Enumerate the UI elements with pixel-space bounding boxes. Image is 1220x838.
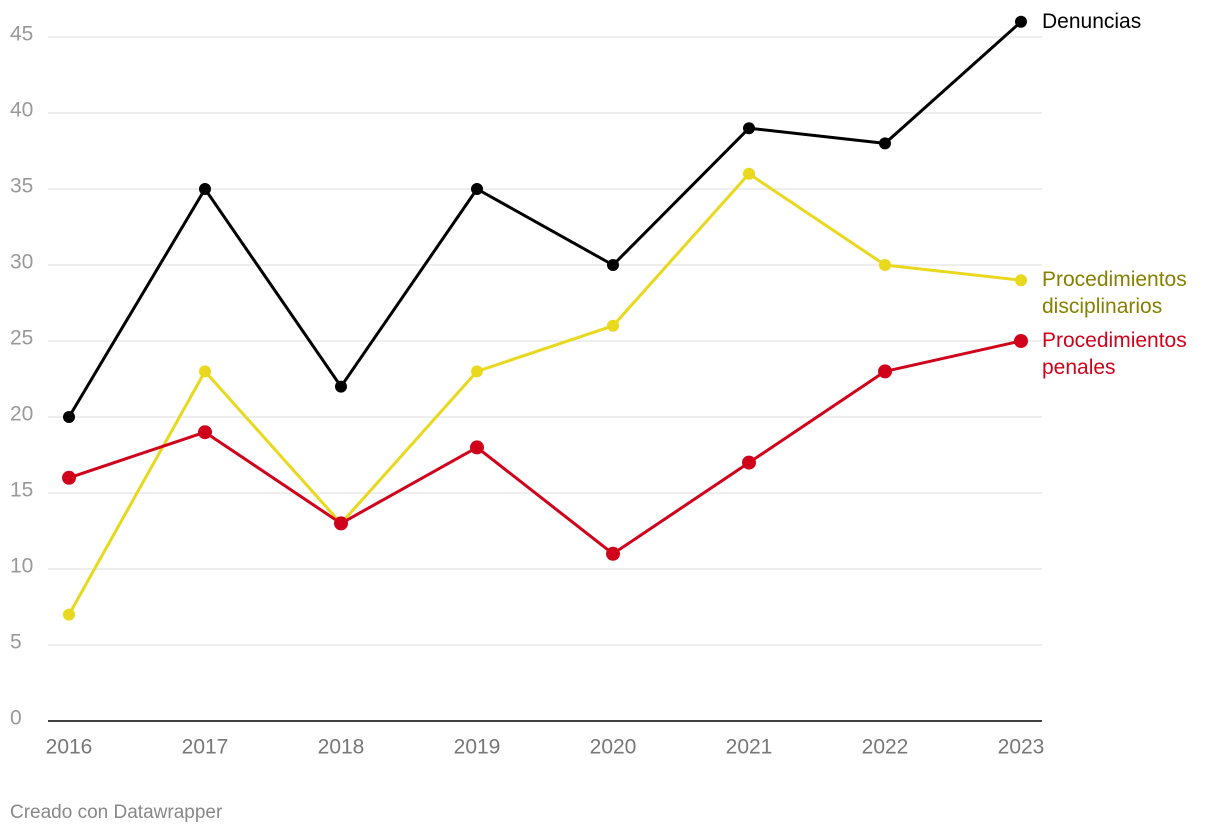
x-tick-label: 2023 [998, 736, 1045, 759]
point [607, 319, 619, 332]
point [198, 425, 212, 440]
y-tick-label: 45 [10, 23, 33, 46]
y-tick-label: 35 [10, 175, 33, 198]
series-label: Procedimientos disciplinarios [1042, 268, 1187, 319]
x-tick-label: 2019 [454, 736, 501, 759]
y-tick-label: 20 [10, 403, 33, 426]
y-tick-label: 5 [10, 631, 22, 654]
y-tick-label: 25 [10, 327, 33, 350]
point [335, 380, 347, 393]
point [62, 470, 76, 485]
x-tick-label: 2020 [590, 736, 637, 759]
point [1015, 274, 1027, 287]
series-line [68, 339, 1022, 556]
point [743, 122, 755, 135]
point [879, 137, 891, 150]
x-tick-label: 2018 [318, 736, 365, 759]
point [63, 608, 75, 621]
point [199, 183, 211, 195]
y-tick-label: 30 [10, 251, 33, 274]
y-tick-label: 10 [10, 555, 33, 578]
point [471, 183, 483, 195]
series-label: Procedimientos penales [1042, 329, 1187, 379]
x-tick-label: 2017 [182, 736, 229, 759]
y-tick-label: 40 [10, 99, 33, 122]
point [607, 259, 619, 271]
series-line [67, 20, 1022, 418]
x-tick-label: 2016 [46, 736, 93, 759]
y-tick-label: 15 [10, 479, 33, 502]
point [878, 364, 892, 379]
point [63, 411, 75, 423]
series-label: Denuncias [1042, 9, 1142, 33]
point [199, 365, 211, 378]
series-line [67, 172, 1022, 616]
x-tick-label: 2022 [862, 736, 909, 759]
point [334, 516, 348, 531]
footer: Creado con Datawrapper [10, 802, 223, 823]
x-tick-label: 2021 [726, 736, 773, 759]
point [743, 167, 755, 180]
point [742, 455, 756, 470]
point [606, 546, 620, 561]
point [470, 440, 484, 455]
point [1015, 15, 1027, 28]
y-tick-label: 0 [10, 707, 22, 730]
point [1014, 334, 1028, 348]
point [471, 365, 483, 378]
point [879, 259, 891, 271]
